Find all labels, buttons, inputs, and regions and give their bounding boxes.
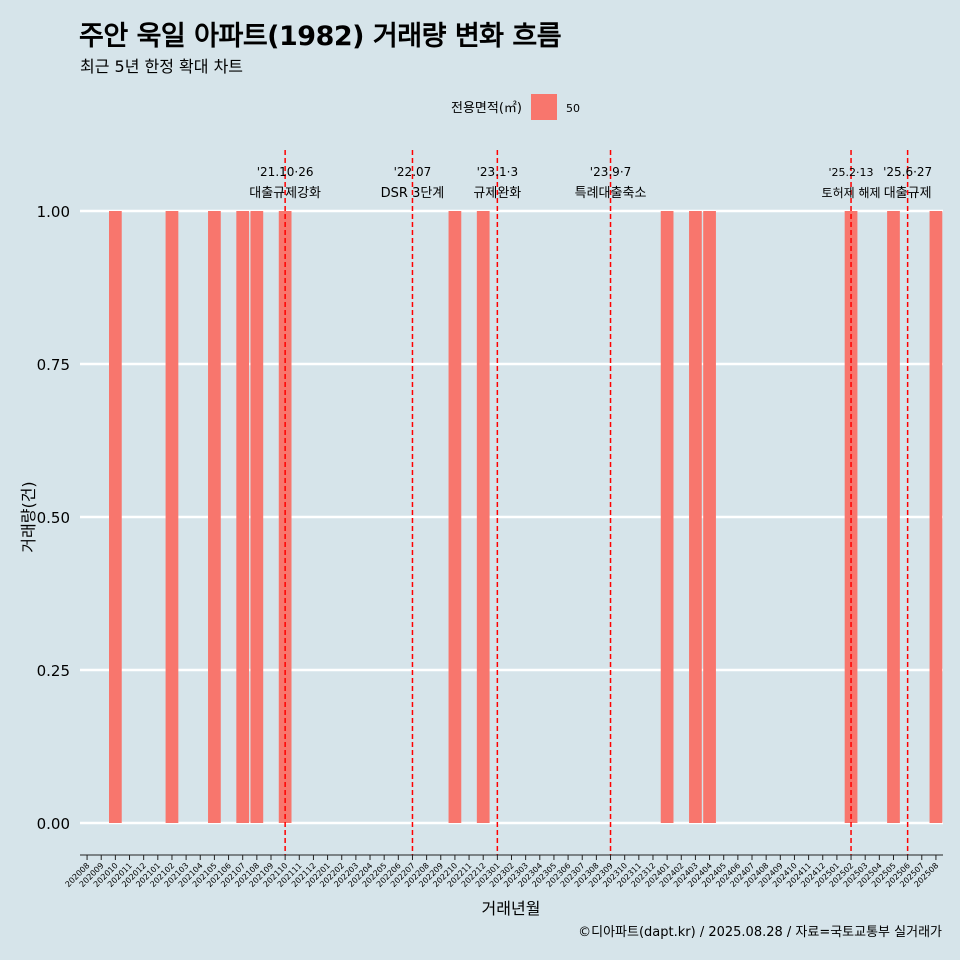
legend-swatch bbox=[531, 94, 557, 120]
bar bbox=[109, 211, 122, 823]
y-axis: 0.00 0.25 0.50 0.75 1.00 bbox=[37, 203, 70, 833]
bar bbox=[703, 211, 716, 823]
event-date-label: '22.07 bbox=[394, 165, 432, 179]
event-label: 대출규제강화 bbox=[249, 186, 321, 201]
bar bbox=[476, 211, 490, 823]
legend: 전용면적(㎡) 50 bbox=[451, 94, 580, 120]
event-label: DSR 3단계 bbox=[381, 186, 445, 201]
bar bbox=[929, 211, 943, 823]
y-tick-label: 0.75 bbox=[37, 356, 70, 374]
y-axis-label: 거래량(건) bbox=[19, 481, 38, 552]
bars bbox=[109, 211, 943, 823]
legend-title: 전용면적(㎡) bbox=[451, 101, 522, 116]
bar bbox=[844, 211, 858, 823]
event-date-label: '23.1·3 bbox=[477, 165, 518, 179]
y-tick-label: 0.00 bbox=[37, 815, 70, 833]
chart-title: 주안 욱일 아파트(1982) 거래량 변화 흐름 bbox=[79, 21, 562, 52]
bar bbox=[208, 211, 221, 823]
event-date-label: '21.10·26 bbox=[257, 165, 314, 179]
bar bbox=[660, 211, 674, 823]
legend-item-label: 50 bbox=[566, 102, 580, 115]
event-label: 규제완화 bbox=[473, 186, 521, 201]
y-tick-label: 0.25 bbox=[37, 662, 70, 680]
event-label: 대출규제 bbox=[884, 186, 932, 201]
chart-subtitle: 최근 5년 한정 확대 차트 bbox=[80, 57, 244, 76]
bar bbox=[278, 211, 292, 823]
event-date-label: '25.2·13 bbox=[829, 166, 874, 179]
y-tick-label: 0.50 bbox=[37, 509, 70, 527]
event-label: 특례대출축소 bbox=[575, 186, 647, 201]
x-axis: 2020082020092020102020112020122021012021… bbox=[64, 854, 943, 889]
x-axis-label: 거래년월 bbox=[482, 899, 541, 918]
grid-lines bbox=[80, 209, 943, 825]
event-date-label: '25.6·27 bbox=[883, 165, 932, 179]
y-tick-label: 1.00 bbox=[37, 203, 70, 221]
bar bbox=[165, 211, 179, 823]
bar bbox=[236, 211, 250, 823]
event-label: 토허제 해제 bbox=[822, 186, 881, 200]
bar bbox=[689, 211, 702, 823]
bar bbox=[448, 211, 462, 823]
bar bbox=[250, 211, 264, 823]
event-date-label: '23.9·7 bbox=[590, 165, 631, 179]
source-caption: ©디아파트(dapt.kr) / 2025.08.28 / 자료=국토교통부 실… bbox=[578, 925, 942, 940]
event-markers: '21.10·26 대출규제강화 '22.07 DSR 3단계 '23.1·3 규제완화 '… bbox=[249, 150, 932, 855]
bar bbox=[887, 211, 900, 823]
